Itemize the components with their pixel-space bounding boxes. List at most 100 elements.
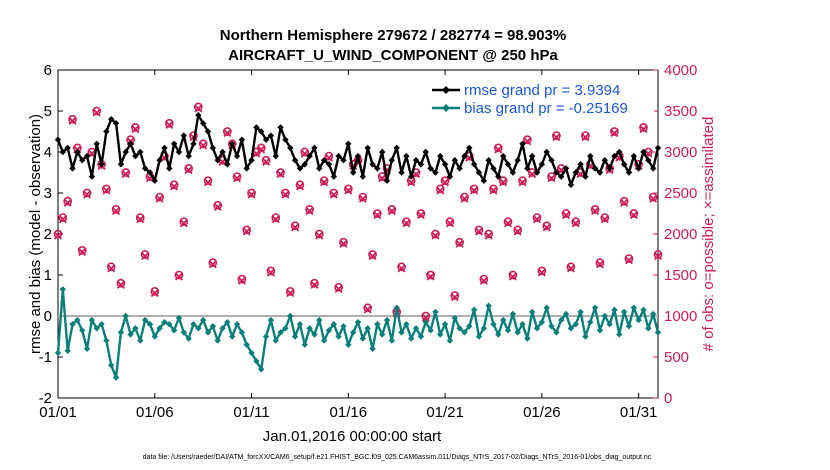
obs-assimilated-stroke: [562, 211, 571, 220]
bias-point: [388, 337, 396, 344]
rmse-point: [567, 181, 575, 188]
obs-assimilated-marker: [494, 145, 503, 154]
bias-point: [320, 337, 328, 344]
obs-possible-marker: [198, 139, 208, 149]
bias-point: [219, 325, 226, 332]
obs-assimilated-stroke: [174, 272, 184, 281]
obs-assimilated-marker: [286, 289, 295, 298]
obs-possible-marker: [639, 123, 648, 132]
obs-assimilated-stroke: [653, 252, 663, 261]
rmse-point: [175, 148, 183, 156]
rmse-point: [195, 111, 202, 119]
bias-point: [204, 329, 212, 336]
rmse-point: [262, 136, 270, 143]
y-right-tick-label: 2500: [664, 185, 697, 202]
obs-possible-marker: [581, 131, 590, 140]
bias-point: [59, 286, 67, 293]
bias-point: [649, 310, 657, 318]
obs-assimilated-stroke: [237, 276, 246, 285]
obs-assimilated-stroke: [378, 174, 387, 183]
obs-assimilated-marker: [542, 223, 551, 232]
rmse-point: [422, 148, 429, 156]
bias-point: [562, 310, 570, 318]
rmse-point: [311, 144, 318, 152]
bias-point: [620, 308, 628, 316]
rmse-point: [654, 144, 662, 152]
obs-assimilated-marker: [339, 239, 348, 248]
rmse-point: [378, 148, 386, 156]
rmse-point: [296, 165, 304, 172]
obs-assimilated-marker: [397, 264, 406, 273]
obs-possible-marker: [460, 192, 469, 202]
rmse-point: [320, 157, 328, 164]
x-tick-label: 01/26: [523, 404, 561, 421]
obs-assimilated-marker: [368, 252, 377, 261]
obs-possible-marker: [595, 258, 605, 268]
obs-assimilated-stroke: [571, 219, 580, 228]
obs-assimilated-stroke: [232, 174, 242, 183]
obs-assimilated-stroke: [150, 289, 159, 298]
y-axis-right-label: # of obs: o=possible; ×=assimilated: [700, 117, 717, 352]
bias-point: [645, 325, 652, 332]
obs-possible-marker: [106, 262, 116, 272]
obs-assimilated-stroke: [329, 190, 338, 199]
obs-possible-marker: [493, 143, 503, 153]
bias-point: [175, 314, 183, 322]
obs-assimilated-marker: [600, 215, 609, 224]
bias-point: [577, 308, 584, 316]
rmse-point: [359, 173, 367, 180]
obs-assimilated-stroke: [102, 186, 111, 195]
bias-point: [253, 357, 260, 365]
obs-assimilated-stroke: [203, 178, 213, 187]
rmse-point: [238, 136, 246, 143]
bias-point: [572, 321, 579, 328]
obs-assimilated-stroke: [426, 272, 435, 281]
obs-assimilated-stroke: [179, 219, 188, 228]
obs-assimilated-stroke: [305, 207, 314, 216]
obs-assimilated-marker: [310, 280, 319, 289]
obs-assimilated-marker: [358, 194, 367, 203]
rmse-point: [543, 148, 550, 156]
rmse-point: [228, 140, 236, 147]
y-left-tick-label: 4: [44, 144, 52, 161]
obs-assimilated-marker: [620, 198, 629, 207]
rmse-point: [219, 148, 226, 156]
obs-possible-marker: [174, 270, 184, 280]
obs-assimilated-marker: [320, 178, 329, 187]
obs-assimilated-marker: [194, 104, 203, 113]
bias-point: [485, 302, 492, 309]
bias-point: [364, 325, 371, 332]
x-tick-label: 01/11: [233, 404, 269, 421]
obs-possible-marker: [343, 184, 353, 194]
y-right-tick-label: 3000: [664, 144, 697, 161]
obs-assimilated-marker: [402, 219, 411, 228]
rmse-point: [388, 157, 396, 164]
rmse-point: [349, 169, 357, 176]
obs-possible-marker: [324, 151, 334, 161]
obs-assimilated-stroke: [450, 293, 459, 302]
obs-assimilated-stroke: [310, 280, 319, 289]
obs-assimilated-marker: [150, 289, 159, 298]
obs-possible-marker: [300, 147, 310, 157]
bias-point: [432, 308, 439, 316]
rmse-point: [446, 173, 454, 180]
obs-assimilated-marker: [131, 125, 140, 134]
x-tick-label: 01/01: [39, 404, 77, 421]
obs-assimilated-stroke: [591, 207, 600, 216]
obs-assimilated-marker: [460, 194, 469, 203]
obs-assimilated-marker: [102, 186, 111, 195]
obs-possible-marker: [319, 176, 329, 186]
obs-possible-marker: [92, 106, 102, 116]
bias-point: [466, 323, 473, 330]
bias-point: [499, 316, 507, 324]
bias-point: [528, 308, 536, 316]
obs-assimilated-marker: [174, 272, 184, 281]
rmse-point: [393, 144, 400, 152]
obs-assimilated-stroke: [320, 178, 329, 187]
bias-point: [359, 335, 367, 342]
obs-assimilated-marker: [262, 157, 271, 166]
bias-point: [441, 321, 449, 328]
obs-possible-marker: [508, 270, 518, 280]
obs-possible-marker: [266, 266, 276, 276]
obs-assimilated-stroke: [373, 211, 382, 220]
